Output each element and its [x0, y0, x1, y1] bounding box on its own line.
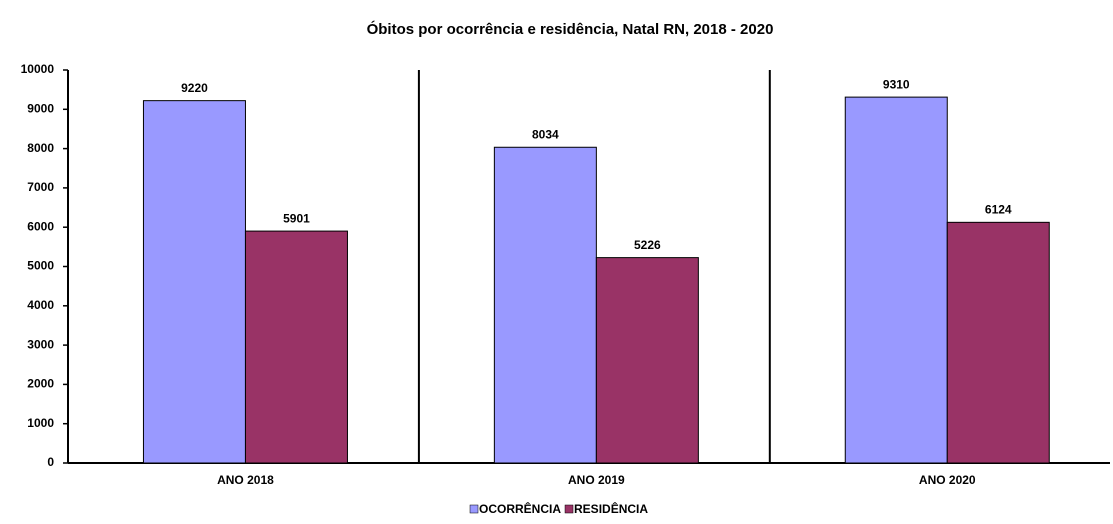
value-label: 5901 [283, 211, 310, 225]
y-tick-label: 9000 [27, 101, 54, 115]
bar [946, 221, 1050, 464]
bar [493, 146, 597, 464]
x-tick-label: ANO 2019 [568, 473, 625, 487]
bar [595, 257, 699, 464]
legend-swatch [469, 504, 479, 514]
value-label: 9220 [181, 81, 208, 95]
x-tick-label: ANO 2020 [919, 473, 976, 487]
legend-label: RESIDÊNCIA [574, 501, 648, 516]
y-tick-label: 5000 [27, 259, 54, 273]
legend-label: OCORRÊNCIA [479, 501, 561, 516]
y-tick-label: 4000 [27, 298, 54, 312]
chart-title: Óbitos por ocorrência e residência, Nata… [367, 20, 774, 38]
value-label: 5226 [634, 238, 661, 252]
value-label: 9310 [883, 77, 910, 91]
value-label: 8034 [532, 127, 559, 141]
y-tick-label: 6000 [27, 219, 54, 233]
y-tick-label: 2000 [27, 377, 54, 391]
x-tick-label: ANO 2018 [217, 473, 274, 487]
y-tick-label: 8000 [27, 141, 54, 155]
value-label: 6124 [985, 202, 1012, 216]
bar [844, 96, 948, 464]
y-tick-label: 10000 [21, 62, 55, 76]
y-tick-label: 3000 [27, 337, 54, 351]
y-tick-label: 1000 [27, 416, 54, 430]
bar [244, 230, 348, 464]
bar [142, 100, 246, 464]
y-tick-label: 7000 [27, 180, 54, 194]
legend-swatch [564, 504, 574, 514]
y-tick-label: 0 [47, 455, 54, 469]
